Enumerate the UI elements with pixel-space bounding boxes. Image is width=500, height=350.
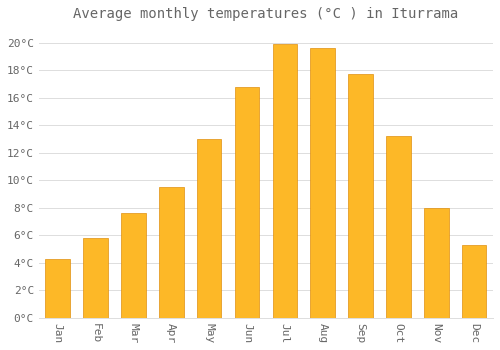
Bar <box>234 87 260 318</box>
Bar <box>386 136 410 318</box>
Bar <box>197 139 222 318</box>
Bar <box>46 259 70 318</box>
Bar <box>462 245 486 318</box>
Bar <box>348 75 373 318</box>
Title: Average monthly temperatures (°C ) in Iturrama: Average monthly temperatures (°C ) in It… <box>74 7 458 21</box>
Bar <box>424 208 448 318</box>
Bar <box>310 48 335 318</box>
Bar <box>84 238 108 318</box>
Bar <box>159 187 184 318</box>
Bar <box>121 214 146 318</box>
Bar <box>272 44 297 318</box>
